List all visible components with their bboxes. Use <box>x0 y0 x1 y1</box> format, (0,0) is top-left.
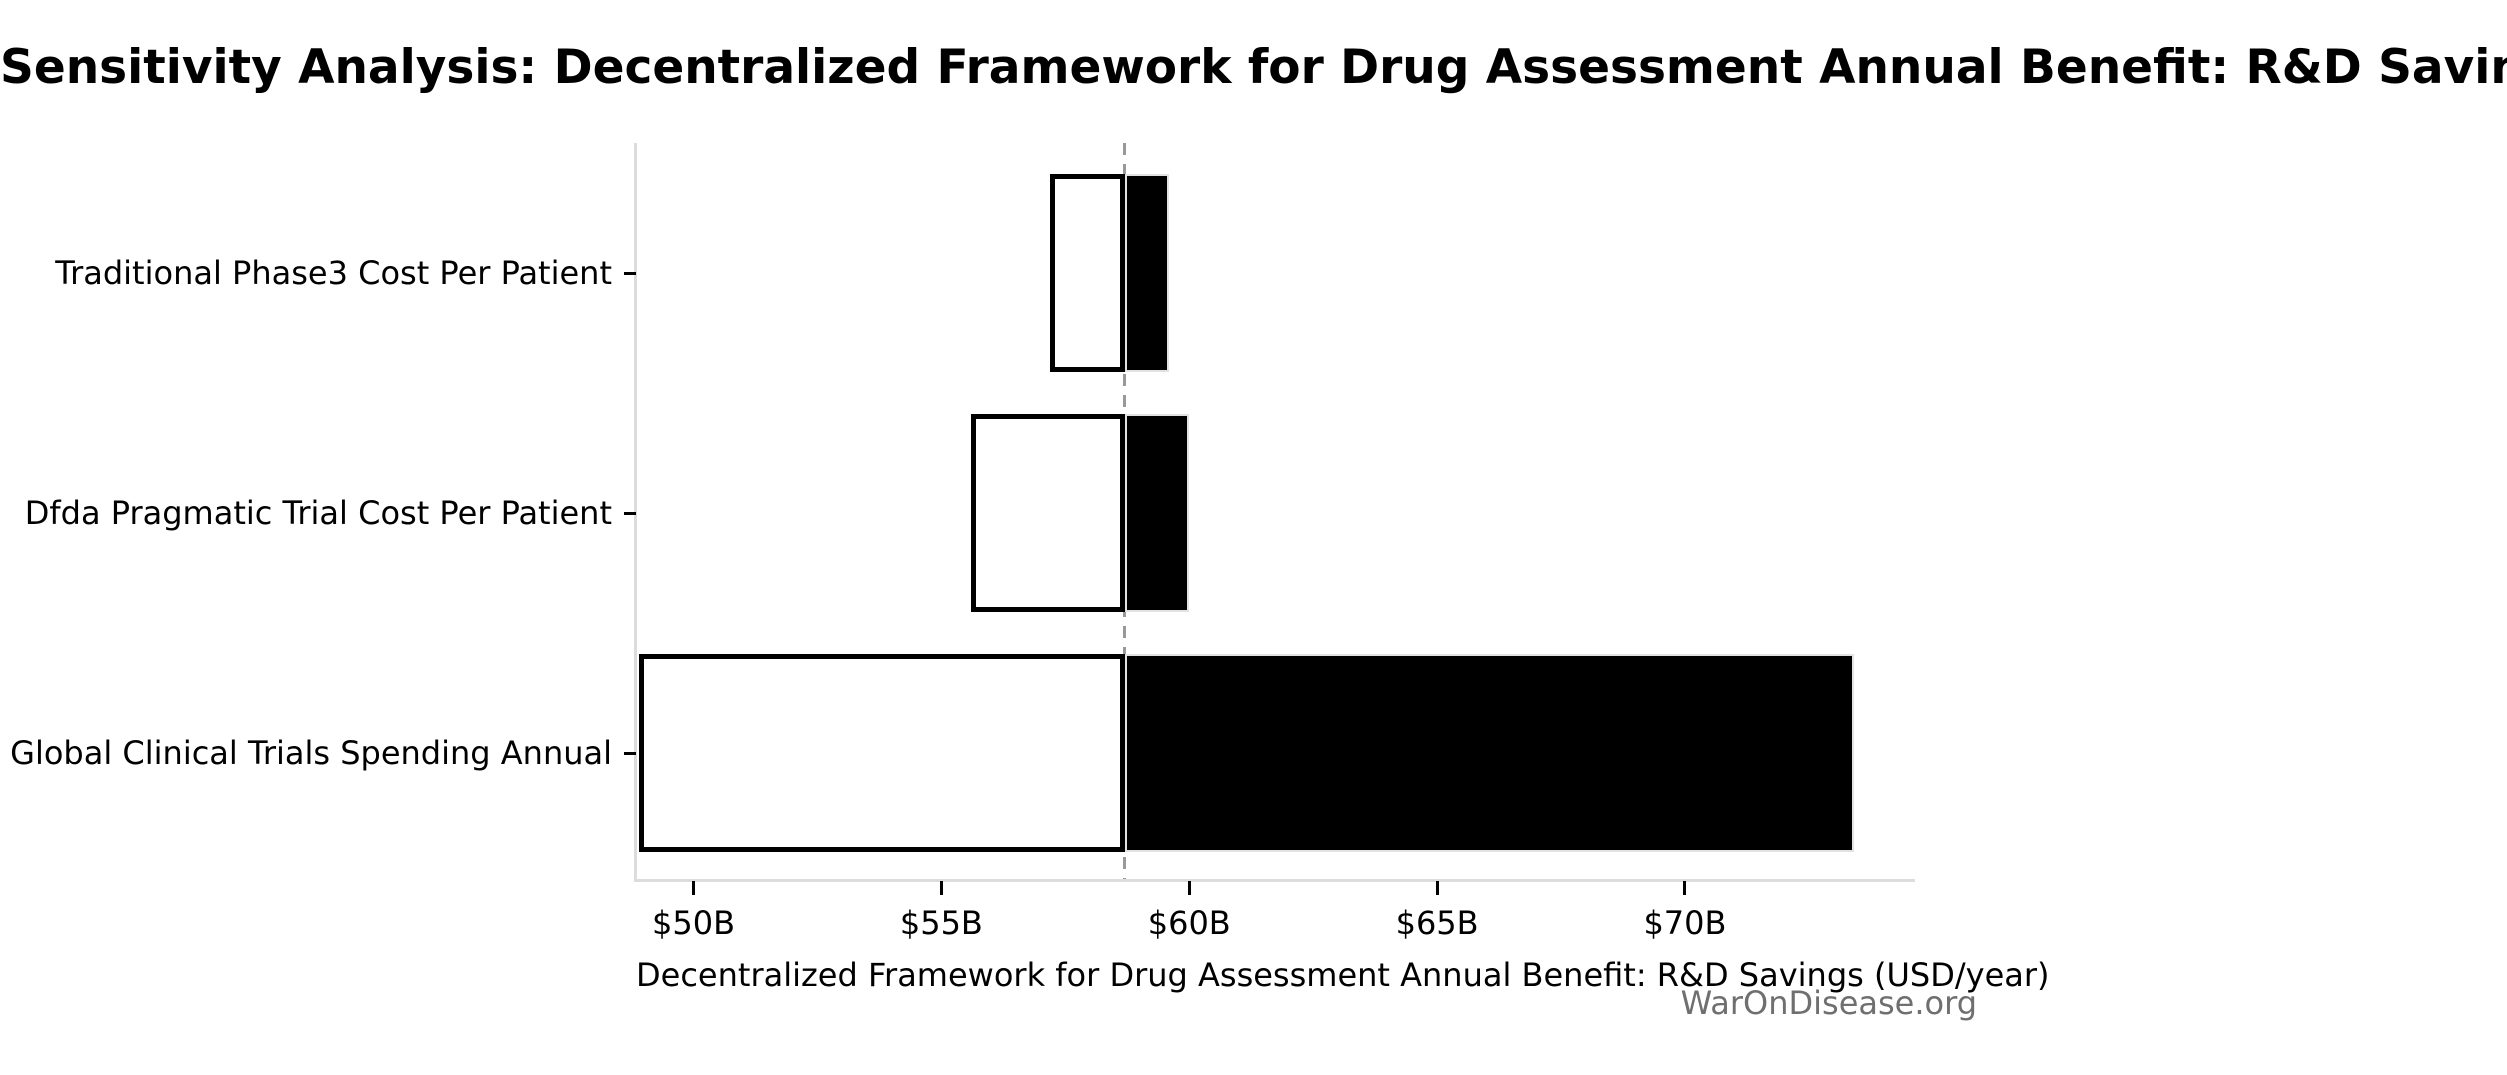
x-axis-spine <box>634 879 1915 882</box>
tornado-bar-high-segment <box>1124 174 1170 372</box>
x-axis-tick-label: $70B <box>1643 904 1727 942</box>
tornado-bar-low-segment <box>1050 174 1125 372</box>
tornado-bar-low-segment <box>638 654 1125 852</box>
x-axis-tick <box>1435 881 1439 895</box>
x-axis-tick-label: $60B <box>1147 904 1231 942</box>
x-axis-tick-label: $65B <box>1395 904 1479 942</box>
x-axis-label: Decentralized Framework for Drug Assessm… <box>636 956 2050 994</box>
tornado-bar-low-segment <box>971 414 1125 612</box>
x-axis-tick <box>1683 881 1687 895</box>
x-axis-tick-label: $50B <box>651 904 736 942</box>
tornado-bar-high-segment <box>1124 654 1854 852</box>
chart-title: Sensitivity Analysis: Decentralized Fram… <box>0 40 2507 95</box>
y-axis-tick <box>624 511 636 515</box>
watermark: WarOnDisease.org <box>1680 984 1977 1022</box>
y-axis-category-label: Dfda Pragmatic Trial Cost Per Patient <box>24 494 612 532</box>
y-axis-category-label: Traditional Phase3 Cost Per Patient <box>55 254 612 292</box>
y-axis-tick <box>624 271 636 275</box>
x-axis-tick-label: $55B <box>899 904 983 942</box>
x-axis-tick <box>939 881 943 895</box>
y-axis-category-label: Global Clinical Trials Spending Annual <box>10 734 612 772</box>
x-axis-tick <box>1187 881 1191 895</box>
y-axis-tick <box>624 751 636 755</box>
x-axis-tick <box>692 881 695 895</box>
tornado-bar-high-segment <box>1124 414 1190 612</box>
